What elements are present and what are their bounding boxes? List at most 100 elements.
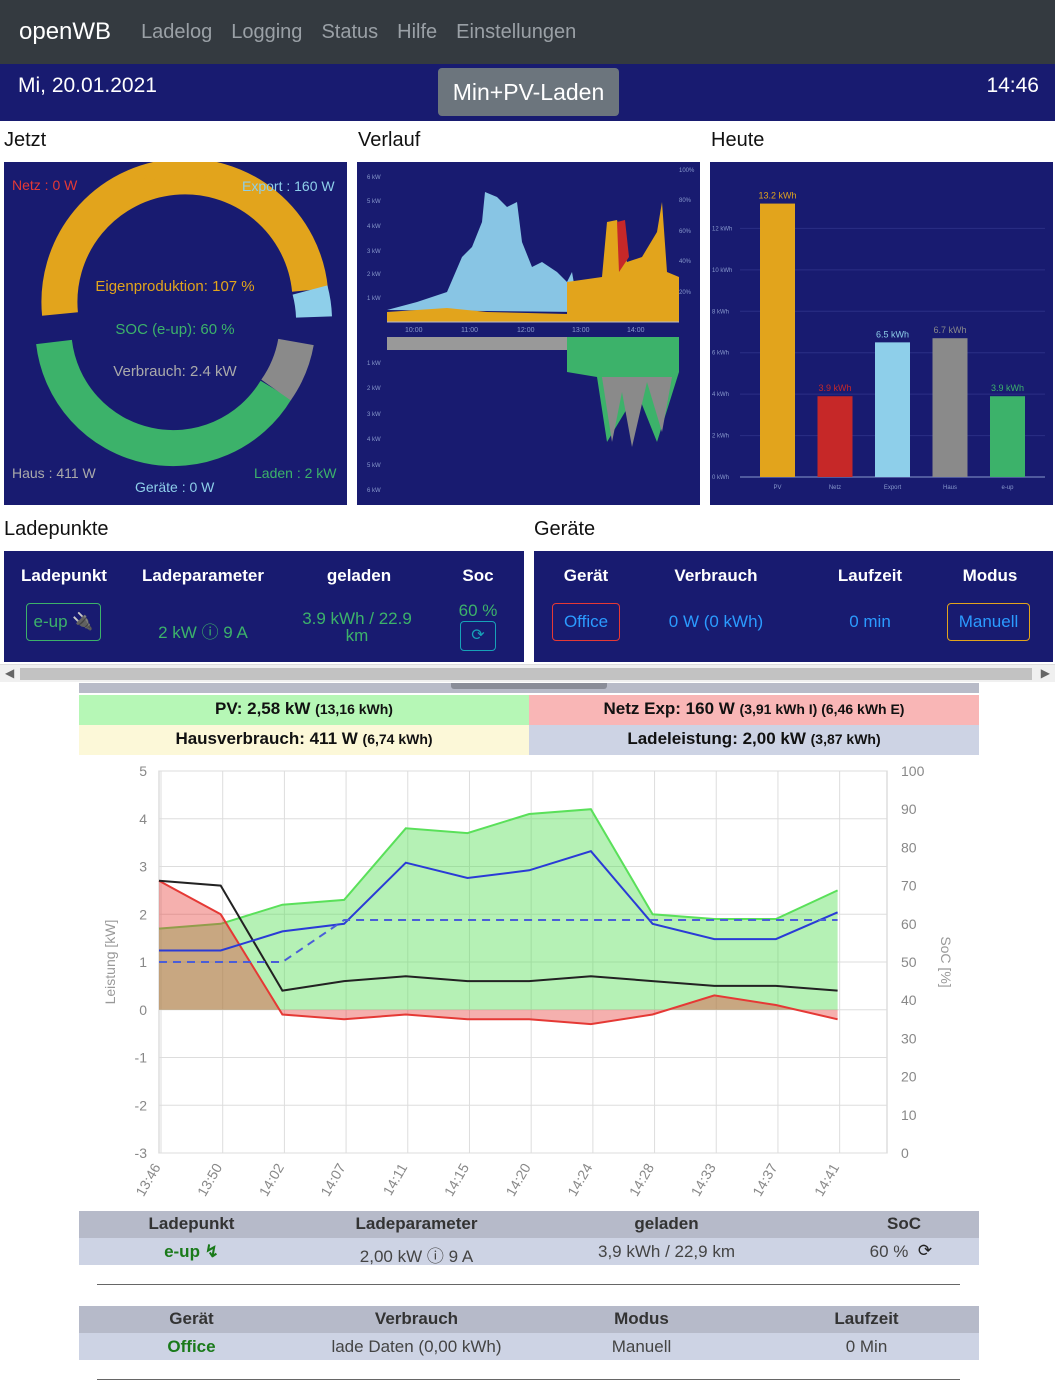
chart-ytick: 1 [139, 954, 147, 970]
lower-dev-header: Modus [614, 1309, 669, 1328]
heute-xtick: Netz [829, 485, 841, 491]
lp-eup-button[interactable]: e-up 🔌 [26, 603, 101, 641]
chart-xtick: 14:41 [811, 1160, 842, 1199]
section-heute: Heute [711, 129, 765, 151]
heute-bar-label: 6.5 kWh [876, 329, 909, 339]
chart-xtick: 14:24 [564, 1160, 595, 1199]
vt-tick: 3 kW [367, 249, 381, 255]
verlauf-house-detail [602, 377, 672, 447]
heute-xtick: Haus [943, 485, 957, 491]
summary-pv: PV: 2,58 kW (13,16 kWh) [79, 695, 529, 725]
vp-tick: 80% [679, 198, 692, 204]
lower-dev-header: Gerät [169, 1309, 214, 1328]
section-geraete: Geräte [534, 518, 596, 540]
heute-bar [932, 338, 968, 477]
dev-header: Modus [962, 566, 1018, 585]
label-pv: PV : 2.6 kW [138, 171, 213, 187]
lower-lp-name[interactable]: e-up ↯ [164, 1242, 219, 1261]
verlauf-grid-area [617, 220, 629, 272]
device-office-button[interactable]: Office [552, 603, 620, 641]
summary-lade-energy: (3,87 kWh) [810, 731, 881, 747]
nav-logging[interactable]: Logging [231, 20, 303, 43]
ring-export [292, 285, 332, 319]
chart-y2label: SoC [%] [938, 936, 954, 987]
lower-soc-refresh-icon[interactable]: ⟳ [917, 1241, 933, 1260]
jetzt-panel: Netz : 0 W PV : 2.6 kW Export : 160 W Ei… [4, 158, 347, 505]
label-haus: Haus : 411 W [12, 465, 97, 481]
lower-lp-header: SoC [887, 1214, 921, 1233]
chart-y2tick: 20 [901, 1069, 917, 1085]
scroll-left-icon[interactable]: ◀ [5, 666, 15, 680]
scrollbar-thumb[interactable] [20, 668, 1032, 680]
label-eigenproduktion: Eigenproduktion: 107 % [95, 278, 254, 295]
chart-ytick: 4 [139, 811, 147, 827]
power-donut: Netz : 0 W PV : 2.6 kW Export : 160 W Ei… [12, 158, 337, 495]
chart-xtick: 14:02 [256, 1160, 287, 1199]
collapse-handle[interactable] [451, 683, 607, 689]
summary-netz-energy: (3,91 kWh I) (6,46 kWh E) [739, 701, 905, 717]
lower-lp-geladen: 3,9 kWh / 22,9 km [598, 1242, 735, 1261]
nav-hilfe[interactable]: Hilfe [397, 20, 438, 43]
charge-mode-button[interactable]: Min+PV-Laden [438, 68, 619, 116]
heute-xtick: Export [884, 485, 902, 491]
vx-tick: 11:00 [461, 327, 478, 334]
chart-xtick: 14:07 [317, 1160, 348, 1199]
lower-dev-laufzeit: 0 Min [845, 1337, 888, 1356]
verlauf-pv-own [387, 308, 567, 322]
heute-chart: 12 kWh 10 kWh 8 kWh 6 kWh 4 kWh 2 kWh 0 kWh 13.… [712, 191, 1045, 491]
soc-refresh-icon[interactable]: ⟳ [460, 621, 496, 651]
ring-laden [36, 339, 292, 467]
lower-lp-soc: 60 % [869, 1242, 909, 1261]
plug-icon: 🔌 [72, 612, 94, 631]
dev-header: Laufzeit [837, 566, 903, 585]
vx-tick: 13:00 [572, 327, 590, 334]
nav-einstellungen[interactable]: Einstellungen [456, 20, 577, 43]
vp-tick: 20% [679, 290, 692, 296]
scroll-right-icon[interactable]: ▶ [1040, 666, 1050, 680]
lp-header: geladen [326, 566, 392, 585]
lp-header: Ladepunkt [21, 566, 107, 585]
series-line-soc [159, 850, 838, 952]
heute-ytick: 6 kWh [712, 351, 729, 357]
chart-ytick: 3 [139, 859, 147, 875]
chart-y2tick: 60 [901, 916, 917, 932]
chart-y2tick: 80 [901, 839, 917, 855]
heute-ytick: 12 kWh [712, 226, 732, 232]
lower-lp-header: Ladeparameter [355, 1214, 478, 1233]
brand[interactable]: openWB [19, 18, 112, 45]
lower-dev-header: Laufzeit [834, 1309, 899, 1328]
label-soc: SOC (e-up): 60 % [115, 321, 234, 338]
heute-ytick: 2 kWh [712, 434, 729, 440]
chart-y2tick: 40 [901, 992, 917, 1008]
status-bar: Mi, 20.01.2021 Min+PV-Laden 14:46 [0, 64, 1055, 121]
lower-lp-header: geladen [634, 1214, 699, 1233]
nav-ladelog[interactable]: Ladelog [141, 20, 213, 43]
summary-pv-energy: (13,16 kWh) [315, 701, 393, 717]
heute-bar [817, 396, 853, 477]
horizontal-scrollbar[interactable]: ◀ ▶ [0, 664, 1055, 682]
chart-y2tick: 10 [901, 1107, 917, 1123]
chart-xtick: 14:37 [749, 1160, 780, 1199]
summary-haus-energy: (6,74 kWh) [362, 731, 433, 747]
section-ladepunkte: Ladepunkte [4, 518, 109, 540]
vt-tick: 2 kW [367, 272, 381, 278]
heute-bar [990, 396, 1025, 477]
label-laden: Laden : 2 kW [254, 465, 337, 481]
vp-tick: 40% [679, 259, 692, 265]
chart-xtick: 14:20 [502, 1160, 533, 1199]
vt-tick: 1 kW [367, 296, 381, 302]
mode-manuell-button[interactable]: Manuell [947, 603, 1030, 641]
chart-ytick: 5 [139, 763, 147, 779]
chart-y2tick: 90 [901, 801, 917, 817]
heute-panel: 12 kWh 10 kWh 8 kWh 6 kWh 4 kWh 2 kWh 0 kWh 13.… [710, 162, 1053, 505]
chart-y2tick: 70 [901, 878, 917, 894]
heute-bar [875, 342, 910, 477]
lp-header: Soc [462, 566, 494, 585]
chart-y2tick: 50 [901, 954, 917, 970]
chart-ytick: -3 [135, 1145, 148, 1161]
lower-dev-name[interactable]: Office [167, 1337, 216, 1356]
nav-status[interactable]: Status [321, 20, 379, 43]
vx-tick: 12:00 [517, 327, 535, 334]
chart-ytick: -1 [135, 1050, 148, 1066]
dev-header: Gerät [563, 566, 609, 585]
